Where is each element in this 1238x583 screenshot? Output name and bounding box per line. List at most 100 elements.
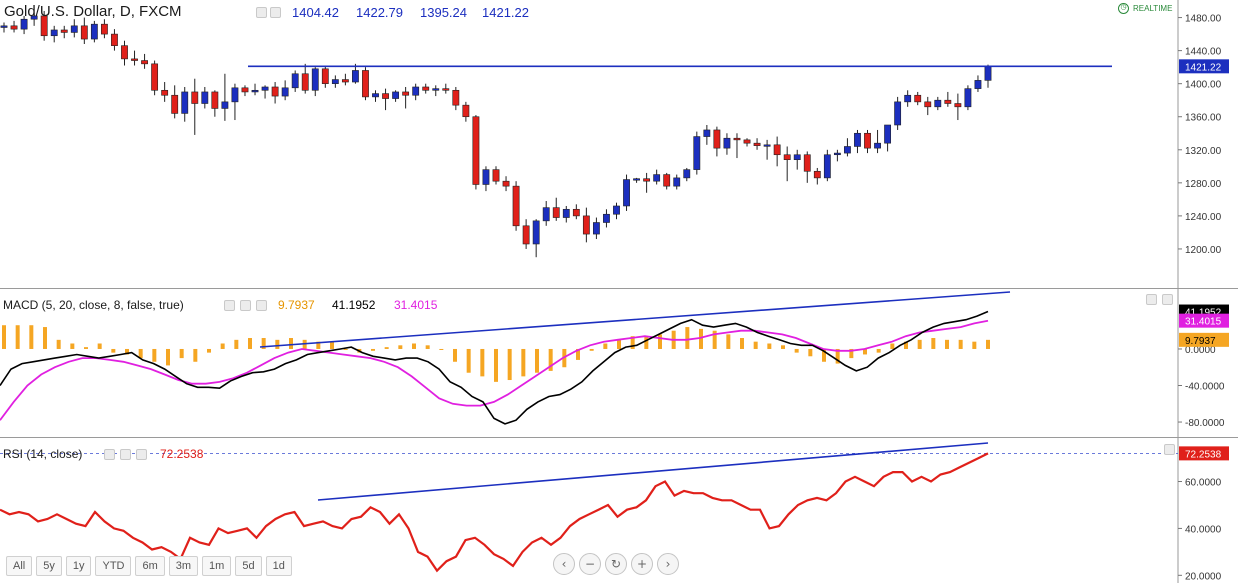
macd-histogram-bar bbox=[958, 339, 963, 349]
macd-histogram-bar bbox=[275, 339, 280, 349]
macd-axis-label: -80.0000 bbox=[1185, 418, 1225, 429]
candle-body bbox=[151, 63, 159, 91]
macd-histogram-bar bbox=[398, 345, 403, 349]
macd-histogram-bar bbox=[453, 348, 457, 362]
candle-body bbox=[934, 99, 942, 108]
candle-body bbox=[211, 91, 219, 109]
period-button-all[interactable]: All bbox=[6, 556, 33, 576]
rsi-close-icon[interactable] bbox=[136, 449, 147, 460]
candle-body bbox=[753, 142, 761, 146]
rsi-pane-icon[interactable] bbox=[1164, 444, 1175, 455]
candle-body bbox=[362, 70, 369, 98]
candle-body bbox=[813, 170, 821, 179]
rsi-axis-label: 40.0000 bbox=[1185, 524, 1222, 535]
candle-body bbox=[301, 73, 309, 91]
macd-histogram-bar bbox=[330, 341, 334, 349]
chevron-left-icon[interactable]: ‹ bbox=[553, 553, 575, 575]
candle-body bbox=[854, 132, 861, 147]
candle-body bbox=[90, 23, 98, 40]
macd-histogram-bar bbox=[712, 330, 717, 349]
macd-histogram-bar bbox=[863, 348, 867, 355]
candle-body bbox=[833, 152, 841, 156]
compare-icon[interactable] bbox=[270, 7, 281, 18]
period-button-5d[interactable]: 5d bbox=[235, 556, 262, 576]
candle-body bbox=[613, 205, 620, 215]
candle-body bbox=[623, 179, 630, 207]
macd-histogram-bar bbox=[822, 348, 826, 362]
candle-body bbox=[803, 154, 811, 172]
macd-histogram-bar bbox=[630, 336, 635, 349]
candle-body bbox=[713, 129, 721, 149]
candle-body bbox=[552, 207, 560, 218]
candle-body bbox=[653, 174, 661, 182]
candle-body bbox=[542, 207, 550, 222]
macd-histogram-bar bbox=[343, 348, 348, 350]
candle-body bbox=[683, 169, 691, 179]
chevron-right-icon[interactable]: › bbox=[657, 553, 679, 575]
candle-body bbox=[231, 87, 239, 103]
candle-body bbox=[382, 93, 389, 99]
macd-histogram-bar bbox=[535, 348, 539, 373]
period-button-1y[interactable]: 1y bbox=[65, 556, 92, 576]
candle-body bbox=[773, 144, 781, 156]
macd-hide-icon[interactable] bbox=[240, 300, 251, 311]
macd-histogram-bar bbox=[890, 343, 895, 349]
macd-histogram-bar bbox=[876, 348, 881, 353]
rsi-settings-icon[interactable] bbox=[104, 449, 115, 460]
macd-histogram-bar bbox=[138, 348, 143, 359]
candle-body bbox=[964, 88, 972, 108]
rsi-value-tag-label: 72.2538 bbox=[1185, 449, 1222, 460]
period-button-5y[interactable]: 5y bbox=[36, 556, 62, 576]
macd-histogram-bar bbox=[261, 338, 266, 349]
macd-histogram-bar bbox=[794, 348, 799, 353]
histogram-value-tag bbox=[1179, 332, 1229, 347]
settings-icon[interactable] bbox=[256, 7, 267, 18]
macd-close-icon[interactable] bbox=[256, 300, 267, 311]
zoom-out-icon[interactable]: − bbox=[579, 553, 601, 575]
macd-histogram-bar bbox=[576, 348, 580, 360]
macd-histogram-bar bbox=[316, 341, 321, 349]
macd-histogram-bar bbox=[685, 327, 690, 349]
macd-histogram-bar bbox=[15, 325, 20, 349]
rsi-hide-icon[interactable] bbox=[120, 449, 131, 460]
price-axis-label: 1200.00 bbox=[1185, 245, 1222, 256]
macd-histogram-bar bbox=[972, 341, 977, 349]
pane-up-icon[interactable] bbox=[1146, 294, 1157, 305]
macd-histogram-bar bbox=[849, 348, 854, 359]
macd-histogram-bar bbox=[945, 339, 949, 349]
macd-histogram-bar bbox=[179, 348, 184, 359]
macd-settings-icon[interactable] bbox=[224, 300, 235, 311]
pane-down-icon[interactable] bbox=[1162, 294, 1173, 305]
candle-body bbox=[633, 178, 640, 181]
period-button-ytd[interactable]: YTD bbox=[95, 556, 132, 576]
reset-icon[interactable]: ↻ bbox=[605, 553, 627, 575]
period-button-1m[interactable]: 1m bbox=[202, 556, 232, 576]
macd-histogram-bar bbox=[603, 343, 608, 349]
macd-histogram-bar bbox=[658, 334, 662, 349]
macd-histogram-bar bbox=[480, 348, 485, 377]
candle-body bbox=[171, 94, 179, 114]
macd-histogram-bar bbox=[617, 339, 621, 349]
candle-body bbox=[100, 23, 108, 35]
candle-body bbox=[20, 18, 28, 30]
macd-signal-line bbox=[0, 319, 989, 421]
candle-body bbox=[512, 185, 520, 227]
period-button-1d[interactable]: 1d bbox=[265, 556, 292, 576]
zoom-in-icon[interactable]: + bbox=[631, 553, 653, 575]
candle-body bbox=[70, 25, 78, 33]
candle-body bbox=[372, 93, 379, 98]
price-axis-label: 1440.00 bbox=[1185, 47, 1222, 58]
macd-signal-value: 31.4015 bbox=[394, 298, 438, 312]
histogram-value-tag-label: 9.7937 bbox=[1185, 336, 1216, 347]
candle-body bbox=[321, 68, 329, 84]
period-button-3m[interactable]: 3m bbox=[168, 556, 199, 576]
candle-body bbox=[974, 80, 982, 89]
candle-body bbox=[111, 33, 118, 46]
macd-histogram-bar bbox=[767, 343, 772, 349]
macd-hist-value: 9.7937 bbox=[278, 298, 315, 312]
price-axis-label: 1400.00 bbox=[1185, 80, 1222, 91]
candle-body bbox=[341, 79, 349, 83]
macd-histogram-bar bbox=[740, 338, 744, 349]
period-button-6m[interactable]: 6m bbox=[135, 556, 165, 576]
period-selector: All 5y 1y YTD 6m 3m 1m 5d 1d bbox=[6, 556, 292, 576]
